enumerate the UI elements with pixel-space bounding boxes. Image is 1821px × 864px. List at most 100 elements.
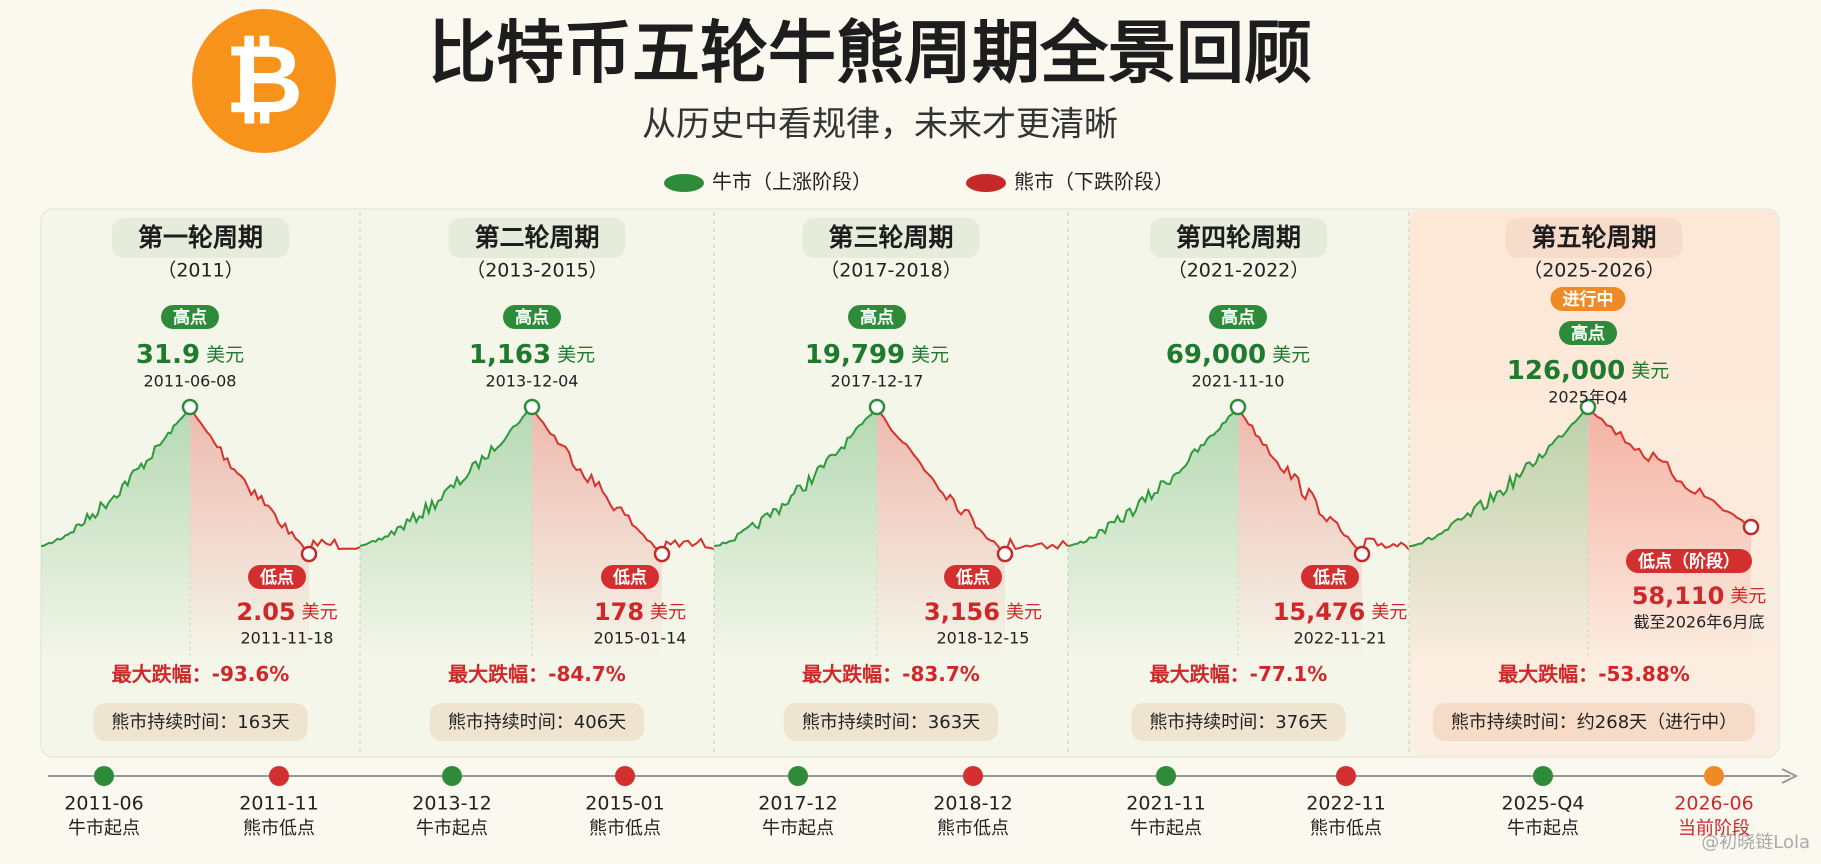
title: 比特币五轮牛熊周期全景回顾 (428, 15, 1312, 94)
low-tag: 低点 (248, 565, 306, 589)
high-unit: 美元 (557, 344, 595, 366)
bear-duration: 熊市持续时间：376天 (1131, 703, 1346, 741)
high-date: 2017-12-17 (831, 372, 924, 391)
low-value: 2.05 (236, 598, 295, 626)
recovery-line (1361, 537, 1410, 555)
drawdown-label: 最大跌幅： (112, 662, 212, 686)
timeline-dot (442, 766, 462, 786)
bull-line (713, 406, 878, 547)
recovery-line (1004, 536, 1069, 555)
high-tag-bg (161, 305, 219, 329)
high-value: 69,000 (1166, 340, 1266, 370)
low-value: 15,476 (1273, 598, 1366, 626)
high-unit: 美元 (1272, 344, 1310, 366)
timeline-label: 牛市起点 (762, 818, 834, 839)
bear-area (1238, 407, 1362, 660)
low-value: 3,156 (924, 598, 1000, 626)
low-date: 2022-11-21 (1294, 629, 1387, 648)
low-tag: 低点（阶段） (1626, 549, 1752, 573)
low-tag: 低点 (944, 565, 1002, 589)
legend-bull-icon (664, 174, 704, 192)
cycle-years: （2025-2026） (1523, 260, 1665, 282)
high-price: 31.9 美元 (136, 340, 244, 370)
bear-duration-bg (93, 703, 308, 741)
bear-line (1237, 406, 1363, 555)
timeline-label: 熊市低点 (937, 818, 1009, 839)
low-date: 2015-01-14 (594, 629, 687, 648)
bear-duration-text: 熊市持续时间：约268天（进行中） (1451, 712, 1737, 733)
status-tag-bg (1550, 287, 1626, 311)
timeline-dot (1704, 766, 1724, 786)
status-tag-text: 进行中 (1563, 289, 1614, 310)
timeline-date: 2026-06 (1674, 793, 1753, 815)
low-date: 2011-11-18 (241, 629, 334, 648)
high-tag-text: 高点 (1571, 323, 1605, 344)
high-date: 2021-11-10 (1192, 372, 1285, 391)
legend: 牛市（上涨阶段） 熊市（下跌阶段） (664, 170, 1174, 194)
cycle-years: （2011） (157, 260, 243, 282)
low-tag: 低点 (1301, 565, 1359, 589)
high-unit: 美元 (911, 344, 949, 366)
low-value: 58,110 (1632, 582, 1725, 610)
bear-duration: 熊市持续时间：406天 (429, 703, 645, 741)
cycle-name-text: 第五轮周期 (1531, 223, 1656, 252)
cycle-name-text: 第四轮周期 (1176, 223, 1301, 252)
high-unit: 美元 (206, 344, 244, 366)
high-date: 2013-12-04 (486, 372, 579, 391)
timeline-dot (94, 766, 114, 786)
high-tag: 高点 (1209, 305, 1267, 329)
high-tag: 高点 (503, 305, 561, 329)
bull-area (1068, 407, 1238, 660)
bear-area (1588, 407, 1751, 660)
peak-marker (1229, 398, 1247, 416)
watermark: @初晓链Lola (1701, 832, 1810, 853)
high-date: 2025年Q4 (1548, 388, 1628, 407)
low-tag: 低点 (601, 565, 659, 589)
low-unit: 美元 (302, 602, 338, 623)
timeline-date: 2015-01 (585, 793, 664, 815)
timeline-label: 牛市起点 (68, 818, 140, 839)
bear-duration-text: 熊市持续时间：376天 (1149, 712, 1327, 733)
cycle-years: （2017-2018） (820, 260, 962, 282)
svg-text:₿: ₿ (225, 23, 303, 135)
cycle-name: 第二轮周期 (448, 218, 626, 258)
bull-line (1067, 406, 1239, 547)
bull-line (40, 406, 191, 547)
timeline-dot (1533, 766, 1553, 786)
recovery-line (308, 537, 361, 555)
timeline-date: 2011-11 (239, 793, 318, 815)
drawdown: 最大跌幅：-83.7% (802, 662, 980, 686)
cycle-years: （2021-2022） (1168, 260, 1310, 282)
high-value: 31.9 (136, 340, 200, 370)
low-price: 58,110 美元 (1632, 582, 1767, 610)
drawdown-value: -93.6% (212, 662, 290, 686)
low-date: 截至2026年6月底 (1634, 613, 1765, 632)
low-value: 178 (594, 598, 644, 626)
bull-area (41, 407, 190, 660)
low-tag-text: 低点（阶段） (1637, 551, 1740, 572)
timeline-date: 2011-06 (64, 793, 143, 815)
high-tag-bg (1209, 305, 1267, 329)
bull-line (1408, 406, 1589, 547)
low-unit: 美元 (650, 602, 686, 623)
high-value: 126,000 (1507, 356, 1625, 386)
high-date: 2011-06-08 (144, 372, 237, 391)
bear-line (531, 406, 663, 555)
bull-line (359, 406, 533, 547)
low-marker (996, 545, 1014, 563)
high-tag-text: 高点 (173, 307, 207, 328)
cycle-name: 第五轮周期 (1505, 218, 1683, 258)
drawdown-label: 最大跌幅： (1150, 662, 1250, 686)
bear-area (877, 407, 1005, 660)
high-tag: 高点 (1559, 321, 1617, 345)
timeline-arrow (1781, 768, 1799, 784)
high-tag-text: 高点 (860, 307, 894, 328)
low-tag-bg (601, 565, 659, 589)
cycle-name: 第一轮周期 (111, 218, 290, 258)
legend-bear: 熊市（下跌阶段） (1014, 170, 1174, 194)
timeline-date: 2021-11 (1126, 793, 1205, 815)
peak-marker (868, 398, 886, 416)
low-tag-text: 低点 (1312, 567, 1347, 588)
high-value: 1,163 (469, 340, 551, 370)
bear-area (190, 407, 309, 660)
